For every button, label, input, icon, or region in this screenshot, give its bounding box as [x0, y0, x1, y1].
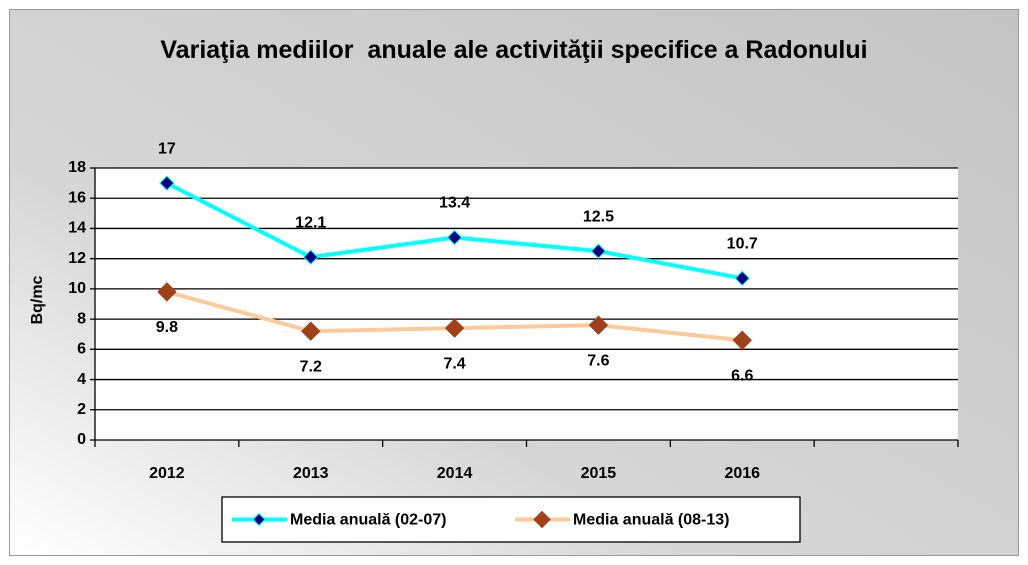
plot-area [95, 168, 958, 440]
data-label: 7.2 [300, 358, 322, 375]
data-label: 9.8 [156, 319, 178, 336]
legend-label: Media anuală (08-13) [573, 512, 730, 529]
y-axis-label: Bq/mc [29, 275, 46, 324]
marker [590, 243, 607, 259]
marker [301, 321, 321, 341]
y-tick-label: 2 [77, 401, 86, 418]
x-tick-label: 2014 [437, 465, 473, 482]
x-tick-label: 2012 [149, 465, 185, 482]
data-label: 17 [158, 140, 176, 157]
y-tick-label: 12 [68, 250, 86, 267]
x-tick-label: 2015 [581, 465, 617, 482]
y-tick-label: 4 [77, 371, 86, 388]
legend-marker [533, 510, 551, 529]
legend-box [221, 496, 801, 543]
marker [303, 249, 319, 265]
data-label: 10.7 [727, 236, 758, 253]
legend-marker [252, 512, 266, 527]
y-tick-label: 18 [68, 159, 86, 176]
data-label: 12.5 [583, 208, 614, 225]
marker [444, 318, 465, 338]
data-label: 7.6 [587, 352, 609, 369]
y-tick-label: 16 [68, 189, 86, 206]
y-tick-label: 10 [68, 280, 86, 297]
y-tick-label: 8 [77, 310, 86, 327]
marker [734, 270, 750, 287]
marker [159, 175, 175, 191]
marker [446, 229, 463, 246]
y-tick-label: 14 [68, 220, 86, 237]
data-label: 6.6 [731, 367, 753, 384]
chart-title: Variaţia mediilor anuale ale activităţii… [160, 36, 868, 64]
y-tick-label: 6 [77, 341, 86, 358]
marker [588, 315, 609, 335]
data-label: 12.1 [295, 214, 326, 231]
marker [157, 282, 177, 302]
y-tick-label: 0 [77, 431, 86, 448]
legend-label: Media anuală (02-07) [290, 512, 447, 529]
x-tick-label: 2016 [724, 465, 760, 482]
marker [732, 330, 752, 350]
data-label: 7.4 [443, 355, 465, 372]
x-tick-label: 2013 [293, 465, 329, 482]
data-label: 13.4 [439, 195, 470, 212]
